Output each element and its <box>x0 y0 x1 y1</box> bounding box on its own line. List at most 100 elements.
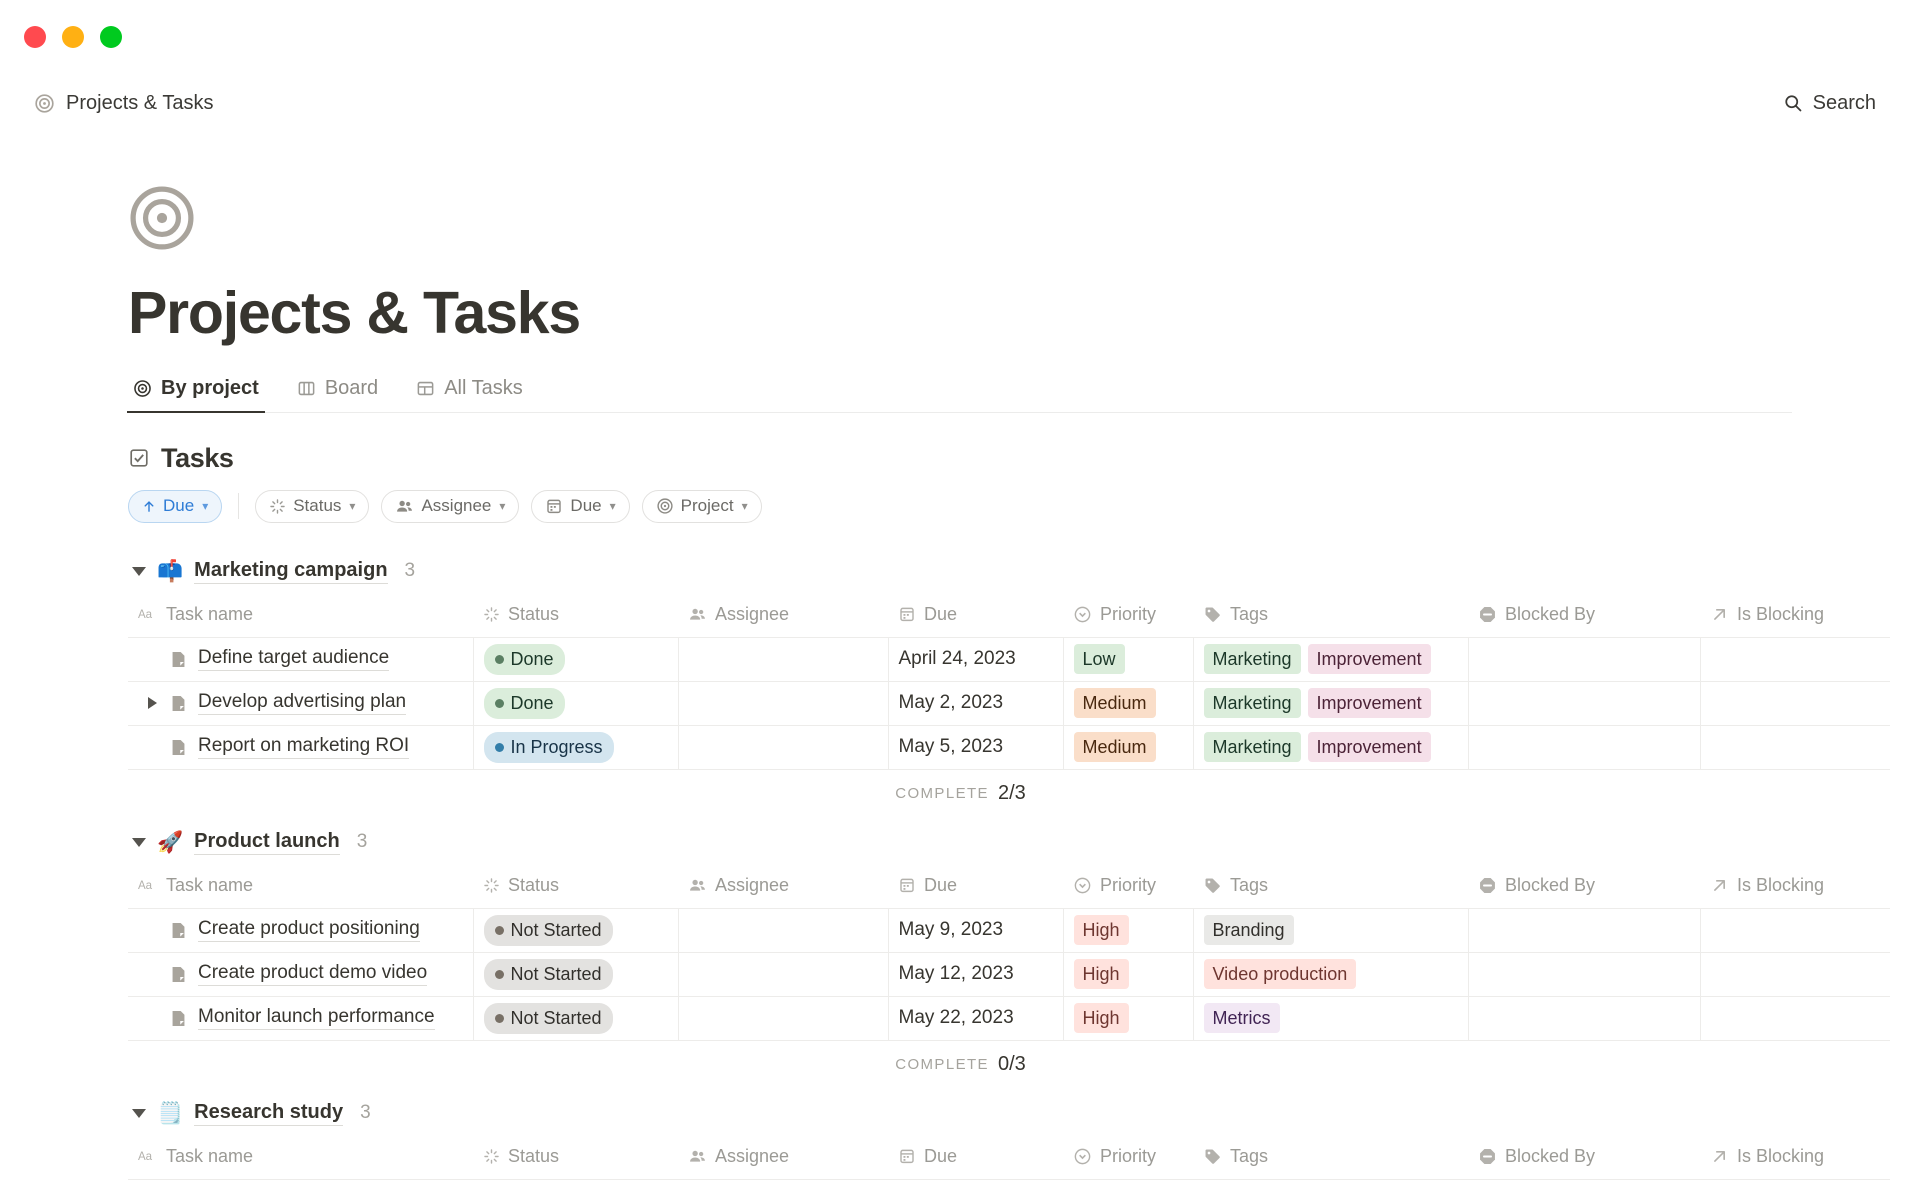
group-name[interactable]: Product launch <box>194 830 340 855</box>
row-expand-triangle-icon[interactable] <box>148 697 157 710</box>
cell-blocked-by[interactable] <box>1468 908 1701 953</box>
column-header-blocked-by[interactable]: Blocked By <box>1468 864 1700 909</box>
cell-blocked-by[interactable] <box>1468 681 1701 726</box>
cell-priority[interactable]: Medium <box>1063 725 1194 770</box>
column-header-due[interactable]: Due <box>888 1135 1063 1180</box>
column-header-assignee[interactable]: Assignee <box>678 593 888 638</box>
search-button[interactable]: Search <box>1775 87 1884 120</box>
cell-assignee[interactable] <box>678 952 889 997</box>
cell-task-name[interactable]: Define target audience <box>128 637 474 682</box>
column-header-assignee[interactable]: Assignee <box>678 864 888 909</box>
tab-by-project[interactable]: By project <box>127 373 265 413</box>
table-row[interactable]: Create product demo video Not Started May … <box>128 952 1890 997</box>
collapse-triangle-icon[interactable] <box>132 566 146 576</box>
page-icon[interactable] <box>128 184 1860 257</box>
task-name-link[interactable]: Create product positioning <box>198 918 420 943</box>
cell-assignee[interactable] <box>678 637 889 682</box>
cell-status[interactable]: Done <box>473 637 679 682</box>
table-row[interactable]: Create product positioning Not Started May… <box>128 908 1890 953</box>
column-header-status[interactable]: Status <box>473 864 678 909</box>
task-name-link[interactable]: Create product demo video <box>198 962 428 987</box>
task-name-link[interactable]: Monitor launch performance <box>198 1006 435 1031</box>
cell-is-blocking[interactable] <box>1700 637 1890 682</box>
column-header-due[interactable]: Due <box>888 593 1063 638</box>
filter-chip-assignee[interactable]: Assignee ▾ <box>381 489 520 523</box>
cell-assignee[interactable] <box>678 996 889 1041</box>
cell-is-blocking[interactable] <box>1700 996 1890 1041</box>
group-name[interactable]: Marketing campaign <box>194 559 388 584</box>
column-header-priority[interactable]: Priority <box>1063 1135 1193 1180</box>
zoom-window-button[interactable] <box>100 26 122 48</box>
group-name[interactable]: Research study <box>194 1101 344 1126</box>
column-header-blocked-by[interactable]: Blocked By <box>1468 1135 1700 1180</box>
filter-chip-project[interactable]: Project ▾ <box>641 489 762 523</box>
cell-task-name[interactable]: Develop advertising plan <box>128 681 474 726</box>
column-header-name[interactable]: Aa Task name <box>128 864 473 909</box>
cell-blocked-by[interactable] <box>1468 996 1701 1041</box>
cell-due[interactable]: April 24, 2023 <box>888 637 1064 682</box>
cell-status[interactable]: Not Started <box>473 996 679 1041</box>
column-header-assignee[interactable]: Assignee <box>678 1135 888 1180</box>
cell-is-blocking[interactable] <box>1700 952 1890 997</box>
cell-priority[interactable]: High <box>1063 996 1194 1041</box>
task-name-link[interactable]: Report on marketing ROI <box>198 735 410 760</box>
group-header[interactable]: 📫 Marketing campaign 3 <box>128 549 1860 594</box>
cell-status[interactable]: Done <box>473 681 679 726</box>
cell-tags[interactable]: Metrics <box>1193 996 1469 1041</box>
column-header-is-blocking[interactable]: Is Blocking <box>1700 593 1890 638</box>
cell-status[interactable]: In Progress <box>473 725 679 770</box>
column-header-is-blocking[interactable]: Is Blocking <box>1700 864 1890 909</box>
cell-task-name[interactable]: Monitor launch performance <box>128 996 474 1041</box>
column-header-tags[interactable]: Tags <box>1193 1135 1468 1180</box>
close-window-button[interactable] <box>24 26 46 48</box>
cell-due[interactable]: May 22, 2023 <box>888 996 1064 1041</box>
group-header[interactable]: 🗒️ Research study 3 <box>128 1091 1860 1136</box>
cell-is-blocking[interactable] <box>1700 681 1890 726</box>
cell-due[interactable]: May 9, 2023 <box>888 908 1064 953</box>
cell-tags[interactable]: Video production <box>1193 952 1469 997</box>
column-header-status[interactable]: Status <box>473 593 678 638</box>
column-header-name[interactable]: Aa Task name <box>128 593 473 638</box>
column-header-priority[interactable]: Priority <box>1063 593 1193 638</box>
tab-board[interactable]: Board <box>291 373 384 413</box>
column-header-blocked-by[interactable]: Blocked By <box>1468 593 1700 638</box>
column-header-due[interactable]: Due <box>888 864 1063 909</box>
cell-task-name[interactable]: Create product demo video <box>128 952 474 997</box>
cell-is-blocking[interactable] <box>1700 725 1890 770</box>
cell-tags[interactable]: Marketing Improvement <box>1193 725 1469 770</box>
column-header-status[interactable]: Status <box>473 1135 678 1180</box>
column-header-priority[interactable]: Priority <box>1063 864 1193 909</box>
cell-is-blocking[interactable] <box>1700 908 1890 953</box>
task-name-link[interactable]: Develop advertising plan <box>198 691 407 716</box>
table-row[interactable]: Report on marketing ROI In Progress May 5,… <box>128 725 1890 770</box>
cell-blocked-by[interactable] <box>1468 952 1701 997</box>
collapse-triangle-icon[interactable] <box>132 1108 146 1118</box>
cell-priority[interactable]: High <box>1063 908 1194 953</box>
cell-tags[interactable]: Branding <box>1193 908 1469 953</box>
cell-tags[interactable]: Marketing Improvement <box>1193 681 1469 726</box>
cell-assignee[interactable] <box>678 908 889 953</box>
cell-task-name[interactable]: Report on marketing ROI <box>128 725 474 770</box>
cell-status[interactable]: Not Started <box>473 952 679 997</box>
cell-due[interactable]: May 2, 2023 <box>888 681 1064 726</box>
column-header-is-blocking[interactable]: Is Blocking <box>1700 1135 1890 1180</box>
tab-all-tasks[interactable]: All Tasks <box>410 373 529 413</box>
table-row[interactable]: Monitor launch performance Not Started May… <box>128 996 1890 1041</box>
cell-due[interactable]: May 12, 2023 <box>888 952 1064 997</box>
cell-due[interactable]: May 5, 2023 <box>888 725 1064 770</box>
cell-priority[interactable]: High <box>1063 952 1194 997</box>
cell-blocked-by[interactable] <box>1468 637 1701 682</box>
column-header-tags[interactable]: Tags <box>1193 593 1468 638</box>
cell-task-name[interactable]: Create product positioning <box>128 908 474 953</box>
cell-blocked-by[interactable] <box>1468 725 1701 770</box>
cell-status[interactable]: Not Started <box>473 908 679 953</box>
cell-priority[interactable]: Medium <box>1063 681 1194 726</box>
cell-assignee[interactable] <box>678 681 889 726</box>
breadcrumb[interactable]: Projects & Tasks <box>28 88 219 119</box>
filter-chip-status[interactable]: Status ▾ <box>255 489 370 523</box>
cell-tags[interactable]: Marketing Improvement <box>1193 637 1469 682</box>
table-row[interactable]: Develop advertising plan Done May 2, 2023 M… <box>128 681 1890 726</box>
filter-chip-due[interactable]: Due ▾ <box>531 489 630 523</box>
cell-priority[interactable]: Low <box>1063 637 1194 682</box>
table-row[interactable]: Define target audience Done April 24, 2023… <box>128 637 1890 682</box>
